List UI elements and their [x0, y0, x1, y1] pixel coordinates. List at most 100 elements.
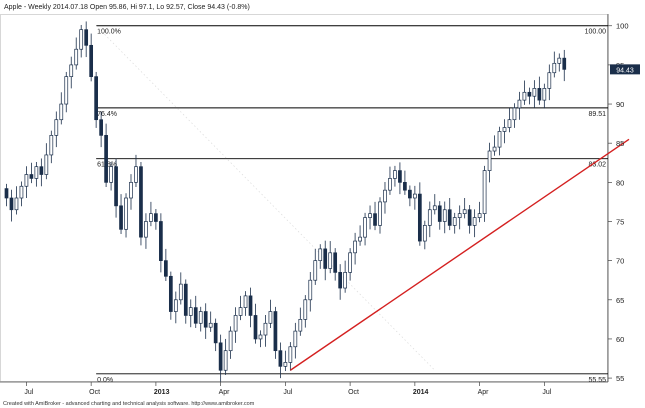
candle	[532, 80, 537, 108]
candle	[119, 194, 123, 235]
y-tick-label: 90	[616, 100, 624, 109]
fib-level-label: 0.0%	[97, 377, 113, 384]
x-tick-label: 2013	[154, 389, 170, 396]
candle	[437, 201, 442, 230]
candle	[373, 201, 377, 231]
candle	[24, 166, 29, 198]
candle-body	[94, 76, 98, 121]
fib-price-label: 100.00	[585, 29, 607, 36]
x-tick-label: Apr	[219, 389, 231, 396]
candle	[144, 213, 148, 249]
y-tick-label: 55	[616, 374, 624, 383]
candle	[288, 342, 293, 371]
candle	[94, 71, 98, 128]
y-tick-label: 65	[616, 296, 624, 305]
candle	[213, 318, 218, 352]
candle-body	[278, 350, 283, 367]
candle-body	[338, 272, 343, 289]
y-tick-label: 70	[616, 257, 624, 266]
candle	[447, 198, 452, 231]
candle-body	[154, 213, 158, 222]
trendline[interactable]	[289, 138, 630, 371]
candle	[497, 126, 502, 156]
candle-body	[14, 197, 19, 211]
candle-body	[59, 103, 64, 121]
fib-price-label: 89.51	[588, 111, 606, 118]
candle-body	[293, 330, 298, 348]
candle-body	[323, 248, 328, 269]
candle-body	[114, 166, 118, 207]
candle	[298, 307, 303, 336]
candle	[378, 197, 382, 234]
candle	[183, 279, 188, 324]
candle-body	[99, 119, 103, 136]
candle-body	[562, 57, 567, 70]
candle-body	[39, 166, 44, 175]
candle	[403, 170, 407, 195]
candle-body	[363, 217, 367, 238]
candle	[263, 315, 268, 347]
candle	[303, 295, 308, 328]
candle	[502, 119, 507, 144]
candle-body	[129, 181, 133, 199]
candle	[69, 56, 74, 89]
x-tick-label: Apr	[478, 389, 490, 396]
x-tick-label: Jul	[283, 389, 292, 396]
candle-body	[348, 252, 352, 273]
candle-body	[427, 209, 432, 226]
last-price-label: 94.43	[616, 67, 634, 74]
candle	[188, 299, 193, 328]
candle-body	[228, 330, 233, 352]
x-tick-label: Oct	[89, 389, 100, 396]
candle	[408, 185, 412, 207]
candle	[343, 260, 347, 293]
candle-body	[313, 260, 318, 281]
candle	[417, 182, 422, 246]
candle-body	[298, 319, 303, 332]
y-tick-label: 85	[616, 139, 624, 148]
candle-body	[502, 127, 507, 132]
candle-body	[452, 217, 457, 226]
fib-price-label: 83.02	[588, 162, 606, 169]
candle	[472, 209, 477, 238]
fibonacci-retracement: 100.0%100.0076.4%89.5161.8%83.020.0%55.5…	[96, 25, 608, 384]
candle-body	[233, 315, 238, 332]
candle-body	[64, 76, 69, 105]
candle	[104, 123, 108, 188]
candle-body	[482, 170, 487, 215]
x-tick-label: Oct	[348, 389, 359, 396]
candle	[134, 154, 138, 188]
candle	[168, 271, 173, 320]
candle	[228, 326, 233, 359]
candle	[139, 161, 143, 246]
candle-body	[124, 197, 128, 230]
candle-body	[4, 188, 9, 199]
candle-body	[253, 315, 258, 340]
candle	[368, 205, 372, 230]
candle	[164, 248, 168, 281]
candle-body	[89, 44, 94, 77]
candle-body	[213, 322, 218, 344]
candle-body	[527, 91, 532, 97]
candle-body	[168, 275, 173, 312]
candle	[9, 189, 14, 222]
candle-body	[303, 299, 308, 320]
candle	[313, 248, 318, 285]
candle-body	[447, 209, 452, 226]
candle-body	[9, 197, 14, 211]
x-tick-label: Jul	[542, 389, 551, 396]
candle	[258, 330, 263, 348]
candle	[248, 287, 253, 328]
candle	[233, 307, 238, 343]
candle-body	[378, 201, 382, 226]
candle-body	[164, 260, 168, 277]
candle-body	[333, 252, 338, 273]
candle-body	[442, 209, 447, 222]
candle	[562, 49, 567, 82]
candle-body	[472, 217, 477, 226]
candle-body	[512, 107, 517, 121]
candle-body	[84, 29, 89, 46]
candle-body	[343, 272, 347, 289]
candle	[154, 208, 158, 230]
candle-body	[417, 193, 422, 242]
